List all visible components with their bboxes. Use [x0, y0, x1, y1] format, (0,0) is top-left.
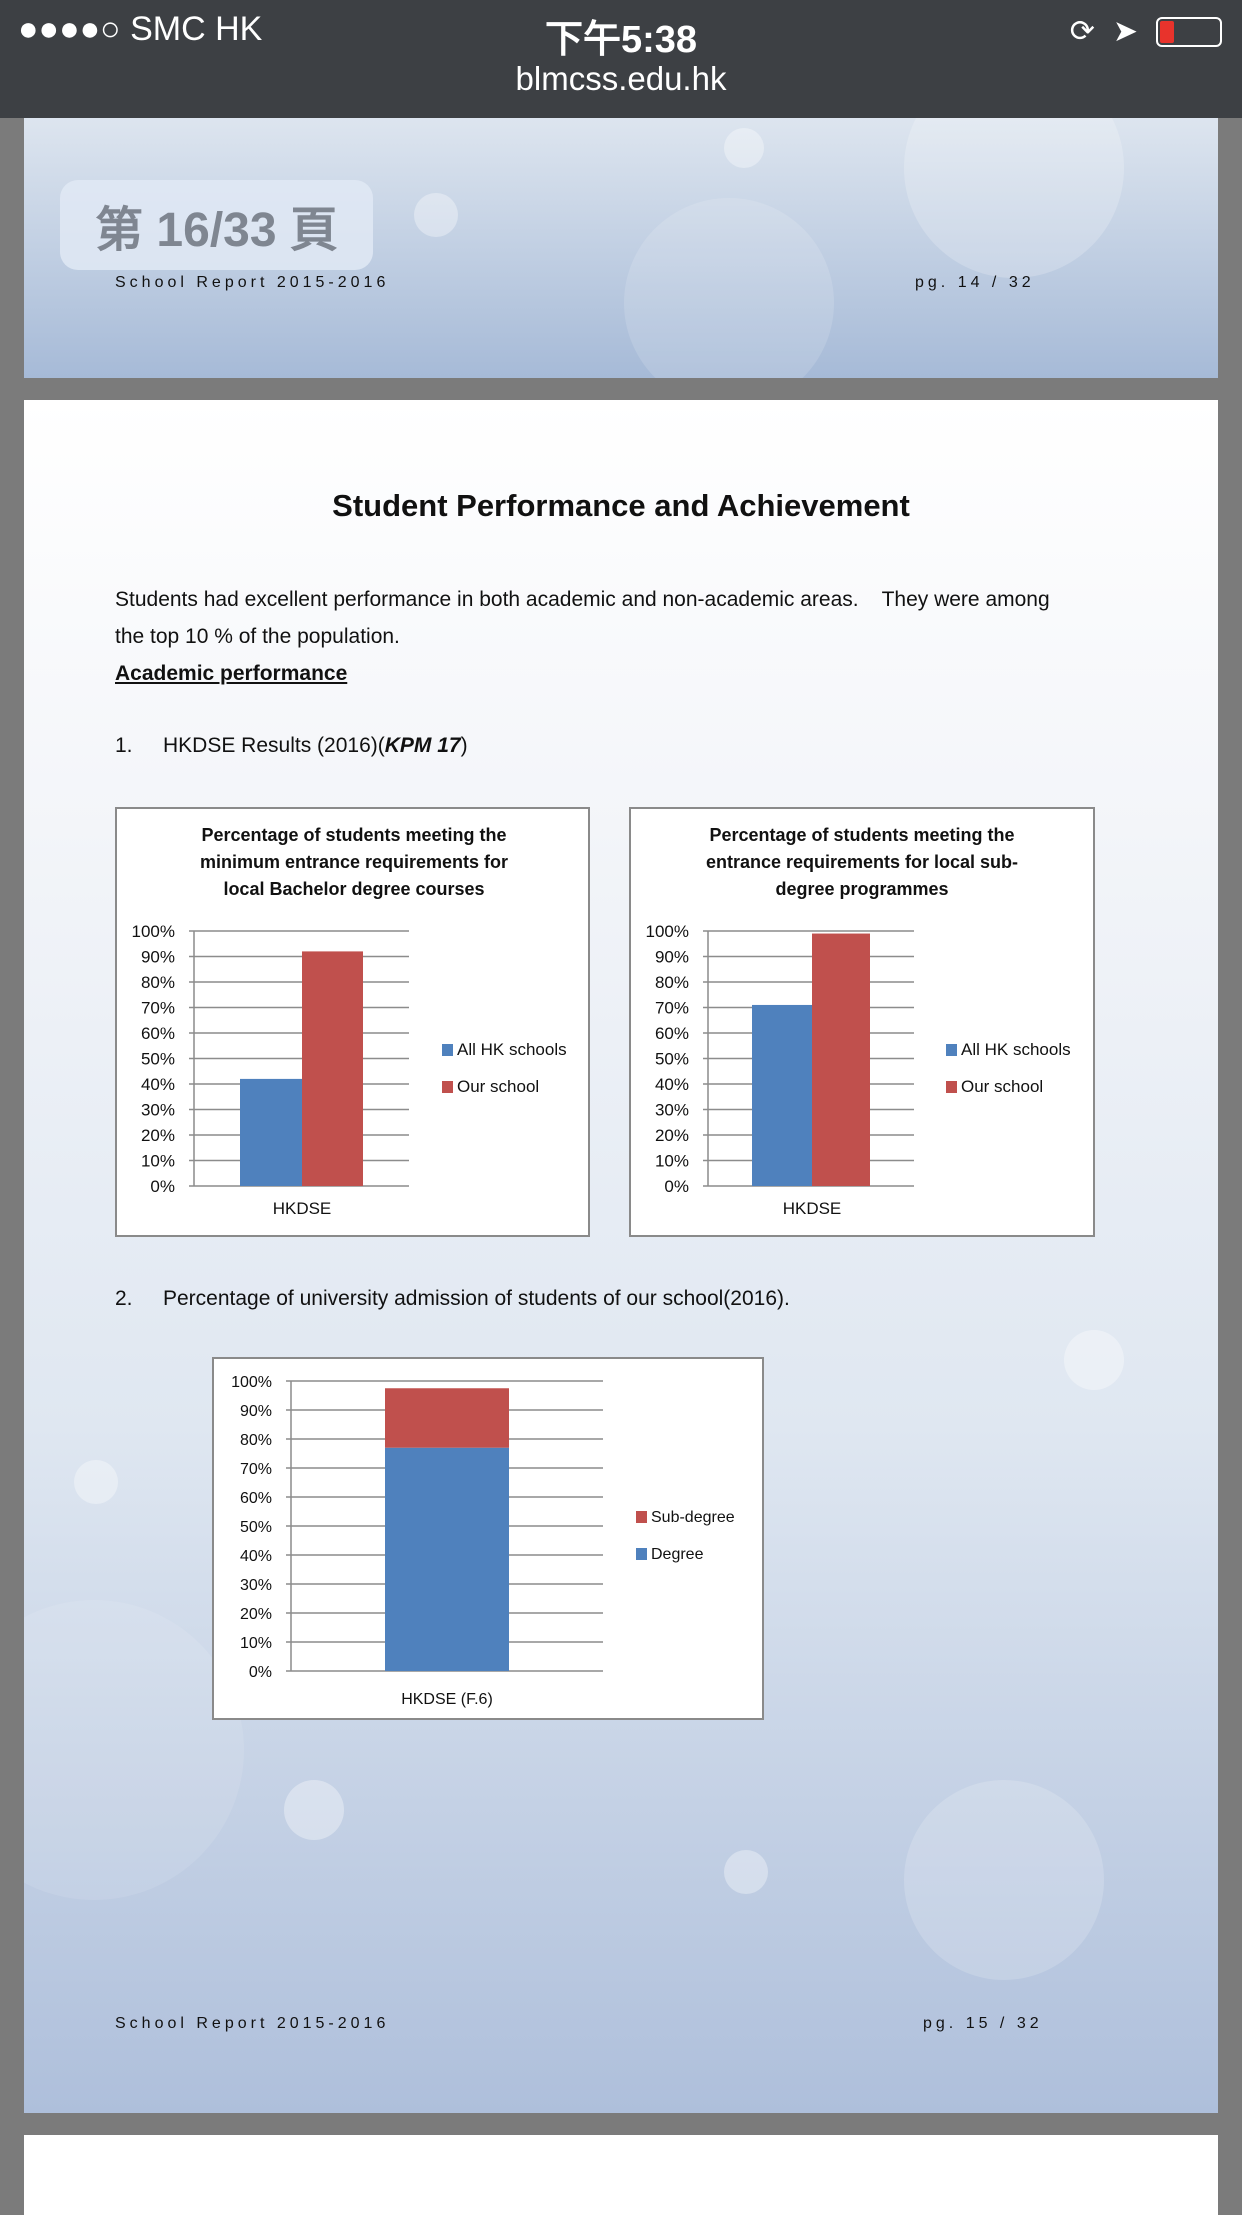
- y-tick-label: 30%: [240, 1577, 272, 1594]
- y-tick-label: 90%: [655, 948, 689, 967]
- page-16-top: [24, 2135, 1218, 2215]
- y-tick-label: 40%: [240, 1548, 272, 1565]
- section-heading: Academic performance: [115, 662, 348, 685]
- category-label: HKDSE: [783, 1199, 842, 1218]
- category-label: HKDSE (F.6): [401, 1691, 493, 1708]
- y-tick-label: 30%: [141, 1101, 175, 1120]
- chart-title-line: degree programmes: [775, 879, 948, 899]
- chart-title-line: Percentage of students meeting the: [709, 825, 1014, 845]
- y-tick-label: 60%: [141, 1024, 175, 1043]
- legend-label: All HK schools: [961, 1040, 1071, 1059]
- item-1-close: ): [460, 734, 468, 757]
- y-tick-label: 80%: [141, 973, 175, 992]
- chart-bachelor: Percentage of students meeting the minimu…: [115, 807, 590, 1237]
- y-tick-label: 100%: [132, 922, 175, 941]
- y-tick-label: 50%: [240, 1519, 272, 1536]
- y-tick-label: 50%: [141, 1050, 175, 1069]
- y-tick-label: 90%: [240, 1403, 272, 1420]
- legend-label: Our school: [457, 1077, 539, 1096]
- item-1-text: HKDSE Results (2016)(KPM 17): [163, 734, 468, 758]
- legend-label: Our school: [961, 1077, 1043, 1096]
- chart-title-line: local Bachelor degree courses: [223, 879, 484, 899]
- carrier-label: ●●●●○ SMC HK: [18, 10, 263, 48]
- y-tick-label: 20%: [141, 1126, 175, 1145]
- kpm-label: KPM 17: [384, 734, 461, 757]
- y-tick-label: 90%: [141, 948, 175, 967]
- y-tick-label: 100%: [646, 922, 689, 941]
- legend-swatch: [946, 1081, 957, 1093]
- bar-all-hk-schools: [240, 1078, 302, 1186]
- y-tick-label: 80%: [655, 973, 689, 992]
- item-1-label: HKDSE Results (2016)(: [163, 734, 385, 757]
- bar-our-school: [812, 933, 870, 1186]
- item-1-number: 1.: [115, 734, 133, 757]
- chart-sub-degree: Percentage of students meeting the entran…: [629, 807, 1095, 1237]
- legend-swatch: [442, 1044, 453, 1056]
- legend-label: Degree: [651, 1546, 704, 1563]
- y-tick-label: 20%: [240, 1606, 272, 1623]
- category-label: HKDSE: [273, 1199, 332, 1218]
- bar-degree: [385, 1447, 509, 1671]
- legend-swatch: [946, 1044, 957, 1056]
- y-tick-label: 50%: [655, 1050, 689, 1069]
- intro-line-2: the top 10 % of the population.: [115, 625, 400, 648]
- y-tick-label: 70%: [240, 1461, 272, 1478]
- page-indicator: 第 16/33 頁: [60, 180, 373, 270]
- y-tick-label: 40%: [141, 1075, 175, 1094]
- chart-title-line: entrance requirements for local sub-: [706, 852, 1018, 872]
- page15-footer-left: School Report 2015-2016: [115, 2015, 390, 2032]
- y-tick-label: 60%: [240, 1490, 272, 1507]
- legend-swatch: [442, 1081, 453, 1093]
- clock: 下午5:38: [544, 19, 698, 61]
- page14-footer-right: pg. 14 / 32: [915, 274, 1035, 291]
- intro-line-1: Students had excellent performance in bo…: [115, 588, 1050, 611]
- y-tick-label: 0%: [664, 1177, 689, 1196]
- page14-footer-left: School Report 2015-2016: [115, 274, 390, 291]
- y-tick-label: 30%: [655, 1101, 689, 1120]
- chart-title-line: minimum entrance requirements for: [200, 852, 508, 872]
- status-bar: ●●●●○ SMC HK 下午5:38 blmcss.edu.hk ⟳ ➤: [0, 0, 1242, 118]
- rotation-lock-icon: ⟳: [1069, 15, 1095, 48]
- y-tick-label: 60%: [655, 1024, 689, 1043]
- battery-low-icon: [1156, 16, 1222, 47]
- bar-our-school: [302, 951, 363, 1186]
- url-bar[interactable]: blmcss.edu.hk: [515, 60, 727, 97]
- y-tick-label: 70%: [141, 999, 175, 1018]
- page-15: [24, 400, 1218, 2113]
- bar-all-hk-schools: [752, 1004, 812, 1186]
- page-title: Student Performance and Achievement: [332, 488, 910, 523]
- location-arrow-icon: ➤: [1112, 15, 1138, 48]
- y-tick-label: 10%: [240, 1635, 272, 1652]
- y-tick-label: 10%: [655, 1152, 689, 1171]
- y-tick-label: 10%: [141, 1152, 175, 1171]
- y-tick-label: 0%: [249, 1664, 272, 1681]
- chart-title-line: Percentage of students meeting the: [201, 825, 506, 845]
- chart-university-admission: 0% 10% 20% 30% 40% 50% 60% 70% 80% 90% 100% HKDSE (…: [212, 1357, 764, 1720]
- page15-footer-right: pg. 15 / 32: [923, 2015, 1043, 2032]
- y-tick-label: 0%: [150, 1177, 175, 1196]
- legend-swatch: [636, 1548, 647, 1560]
- y-tick-label: 100%: [231, 1374, 272, 1391]
- y-tick-label: 40%: [655, 1075, 689, 1094]
- page-14-bottom: [24, 118, 1218, 378]
- y-tick-label: 70%: [655, 999, 689, 1018]
- legend-swatch: [636, 1511, 647, 1523]
- y-tick-label: 80%: [240, 1432, 272, 1449]
- item-2-number: 2.: [115, 1287, 133, 1310]
- y-tick-label: 20%: [655, 1126, 689, 1145]
- legend-label: Sub-degree: [651, 1509, 735, 1526]
- item-2-text: Percentage of university admission of st…: [163, 1287, 790, 1310]
- legend-label: All HK schools: [457, 1040, 567, 1059]
- bar-sub-degree: [385, 1388, 509, 1448]
